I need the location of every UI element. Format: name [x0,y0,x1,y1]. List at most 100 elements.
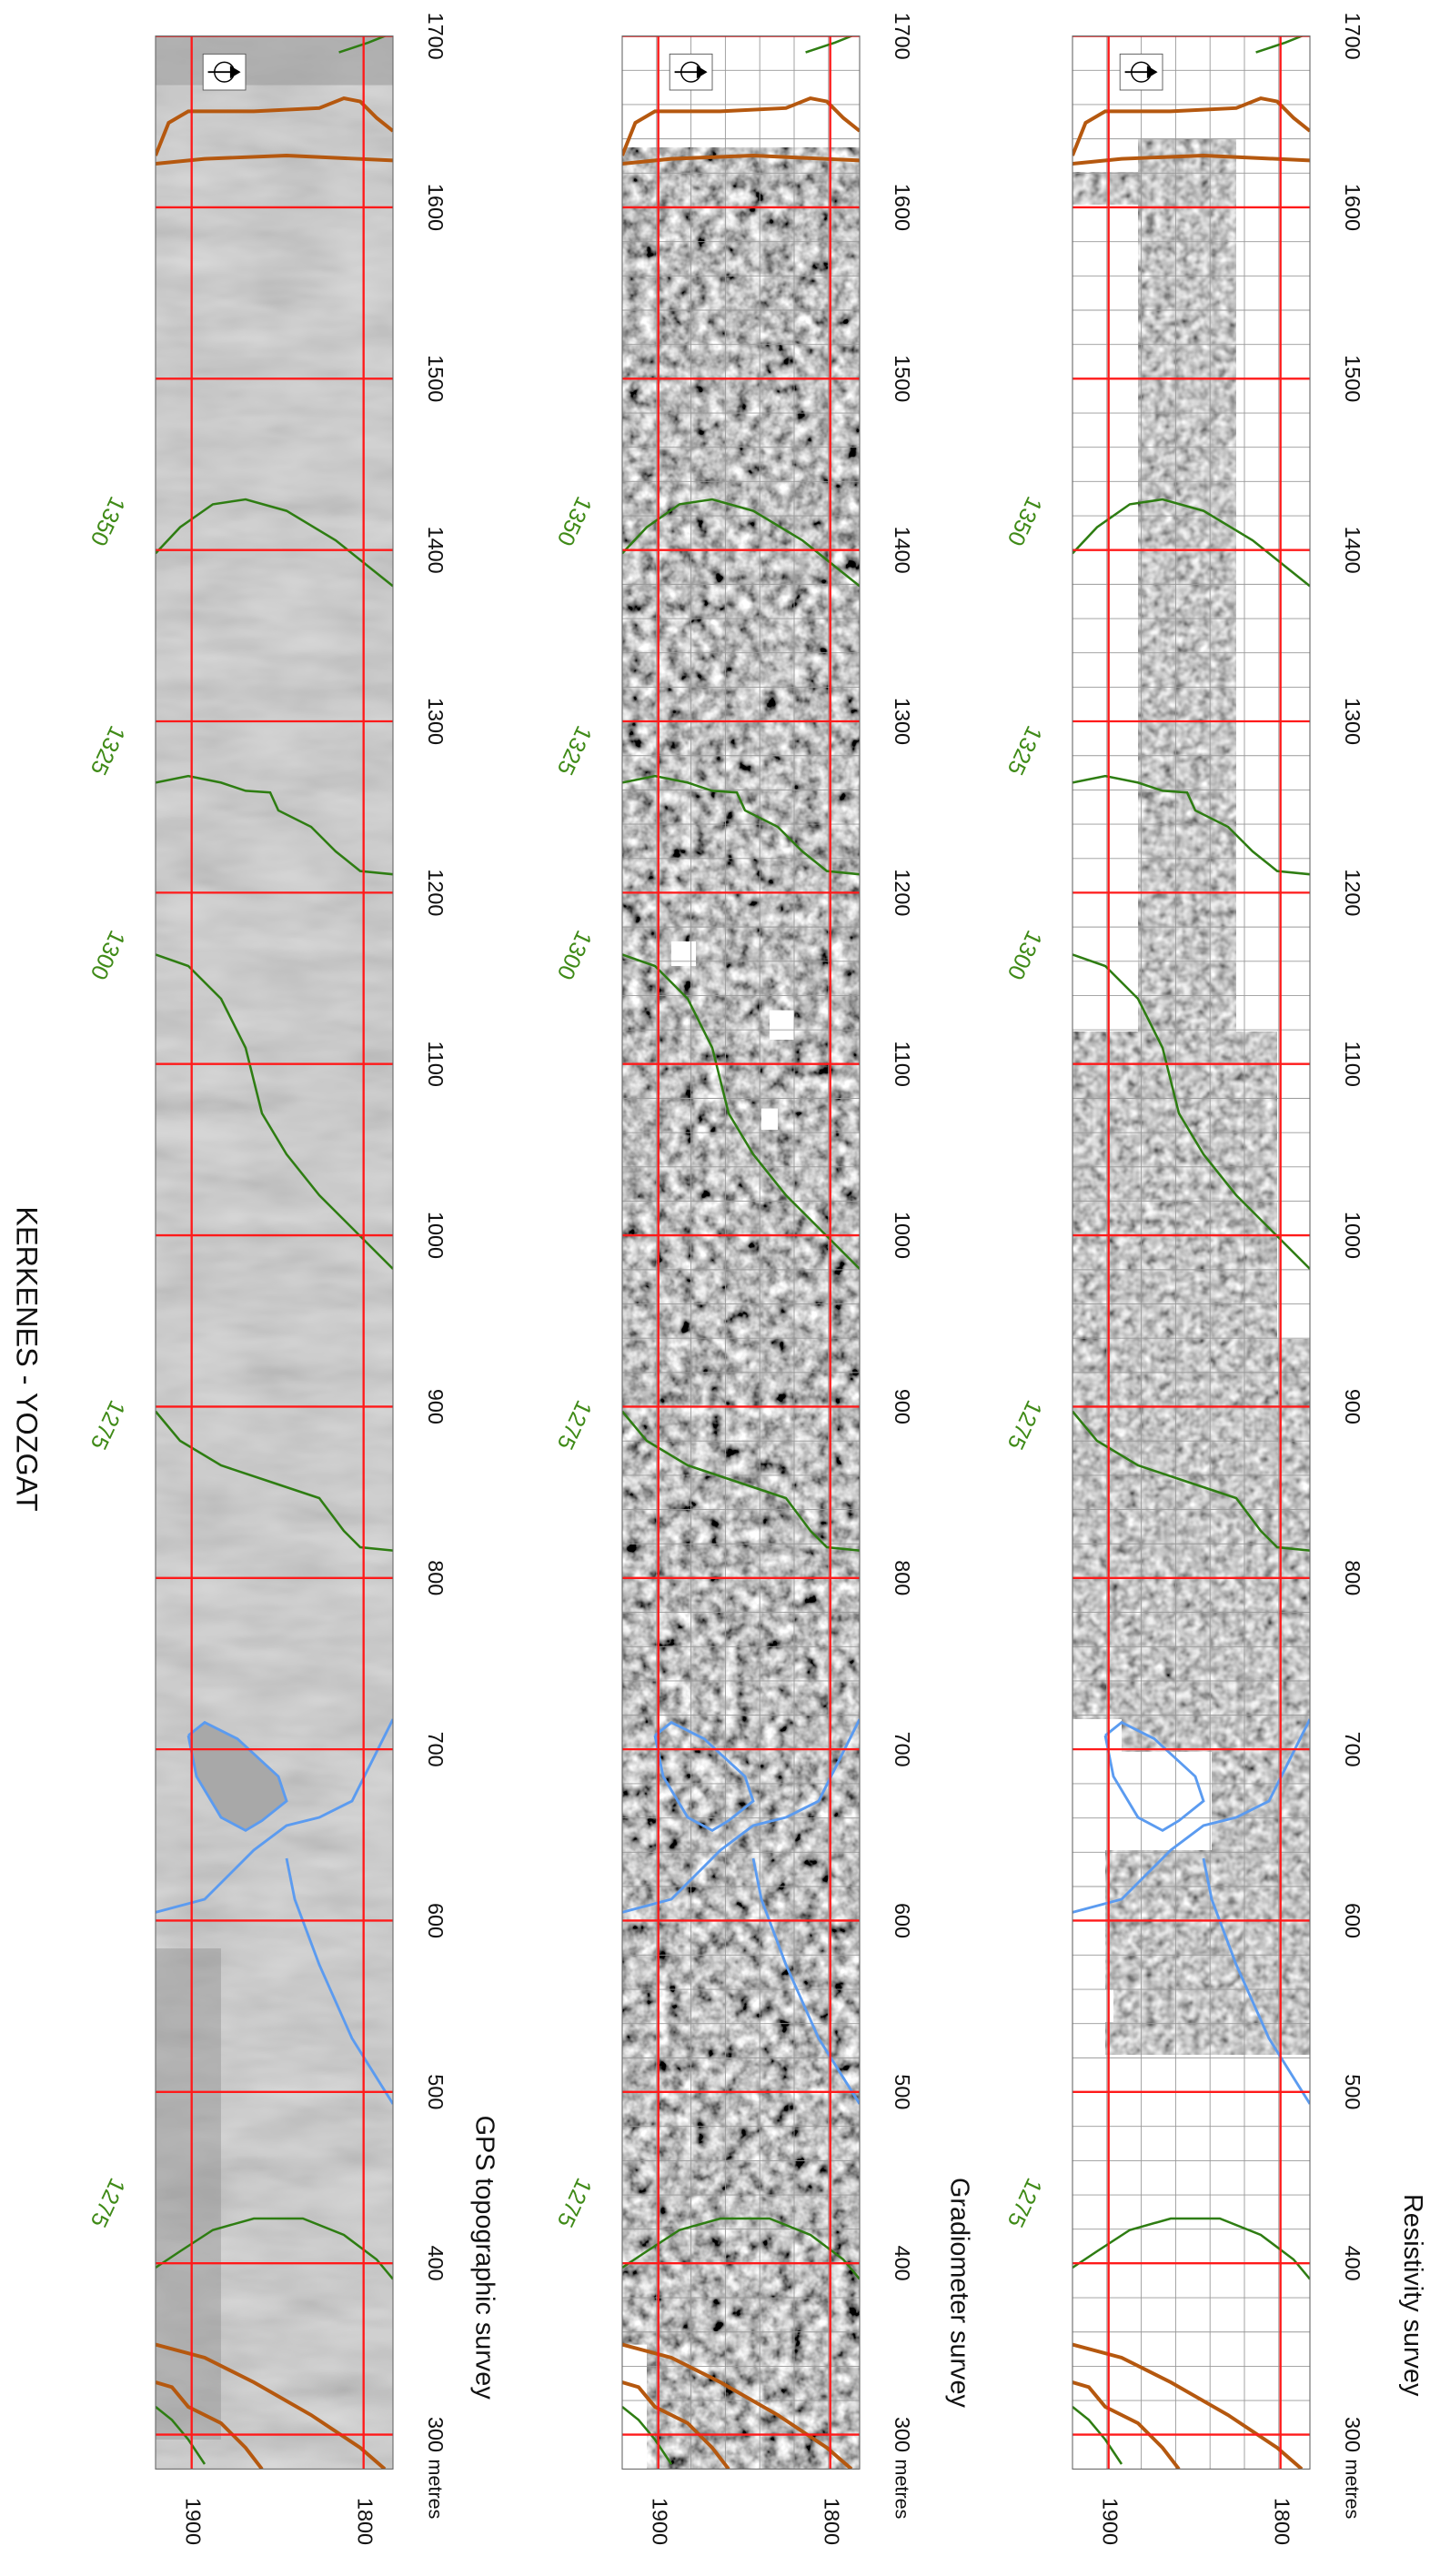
resistivity-data [1138,139,1236,1031]
northing-tick-label: 1800 [821,2498,844,2545]
wall-line [155,154,393,166]
data-gap [671,941,696,966]
easting-tick-label: 1200 [424,869,448,916]
axis-unit: metres [891,2460,913,2520]
wall-line [1072,154,1310,166]
data-gap [770,1010,794,1040]
contour-label: 1325 [86,722,130,780]
easting-tick-label: 1700 [424,13,448,60]
contour-label: 1275 [1002,1396,1047,1454]
easting-tick-label: 1600 [424,184,448,231]
north-arrow [207,65,241,79]
panel-caption: Gradiometer survey [944,2178,973,2408]
strip-border [1072,35,1311,2470]
water-line [653,1720,755,1833]
easting-tick-label: 600 [424,1903,448,1938]
easting-tick-label: 900 [891,1389,914,1424]
contour-line [155,2217,393,2280]
contour-line [155,774,393,876]
easting-tick-label: 1500 [891,355,914,402]
contour-label: 1300 [1002,927,1047,984]
northing-tick-label: 1900 [182,2498,206,2545]
contour-label: 1275 [86,1396,130,1454]
contour-line [621,498,860,588]
contour-label: 1275 [86,2174,130,2231]
easting-tick-label: 700 [424,1732,448,1767]
easting-tick-label: 900 [1341,1389,1364,1424]
easting-tick-label: 500 [891,2074,914,2109]
water-line [1103,1720,1205,1833]
easting-tick-label: 800 [424,1560,448,1595]
axis-unit: metres [1341,2460,1364,2520]
contour-line [1072,498,1310,588]
easting-tick-label: 1100 [891,1041,914,1087]
contour-line [1072,774,1310,876]
gradiometer-data [622,147,860,2470]
wall-line [621,96,860,156]
northing-tick-label: 1800 [1271,2498,1294,2545]
easting-tick-label: 600 [1341,1903,1364,1938]
easting-tick-label: 1100 [1341,1041,1364,1087]
easting-tick-label: 1400 [891,527,914,574]
easting-tick-label: 1300 [424,698,448,745]
data-gap [1105,1752,1212,1850]
relief-texture [156,35,393,2470]
northing-tick-label: 1900 [649,2498,672,2545]
easting-tick-label: 700 [1341,1732,1364,1767]
resistivity-data [1072,172,1138,205]
north-arrow [1124,65,1158,79]
water-line [621,1718,860,1914]
easting-tick-label: 1000 [891,1212,914,1259]
resistivity-data [1072,1031,1277,1340]
easting-tick-label: 1700 [1341,13,1364,60]
water-line [285,1857,393,2105]
contour-line [621,953,860,1270]
water-line [186,1720,288,1833]
wall-line [1072,2380,1181,2470]
contour-label: 1325 [552,722,597,780]
easting-tick-label: 300 [891,2417,914,2452]
easting-tick-label: 900 [424,1389,448,1424]
data-gap [1072,1957,1105,1989]
easting-tick-label: 1500 [1341,355,1364,402]
easting-tick-label: 1200 [891,869,914,916]
contour-line [621,2217,860,2280]
easting-tick-label: 400 [891,2246,914,2281]
contour-line [338,35,388,54]
contour-line [155,953,393,1270]
wall-line [621,2380,730,2470]
easting-tick-label: 400 [424,2246,448,2281]
contour-line [621,774,860,876]
easting-tick-label: 300 [1341,2417,1364,2452]
contour-line [1072,953,1310,1270]
contour-line [1255,35,1305,54]
easting-tick-label: 800 [891,1560,914,1595]
wall-line [621,154,860,166]
relief-dark-band [156,35,393,86]
contour-label: 1300 [552,927,597,984]
northing-tick-label: 1800 [354,2498,378,2545]
easting-tick-label: 1100 [424,1041,448,1087]
strip-border [621,35,861,2470]
survey-panel [1072,35,1310,2470]
wall-line [155,2380,264,2470]
contour-label: 1300 [86,927,130,984]
wall-line [155,96,393,156]
data-gap [761,1108,778,1130]
easting-tick-label: 500 [1341,2074,1364,2109]
survey-panel [621,35,860,2470]
water-line [1072,1718,1310,1914]
easting-tick-label: 1600 [1341,184,1364,231]
easting-tick-label: 1400 [424,527,448,574]
contour-label: 1350 [552,493,597,550]
easting-tick-label: 1300 [1341,698,1364,745]
wall-line [1072,96,1310,156]
easting-tick-label: 1400 [1341,527,1364,574]
easting-tick-label: 1600 [891,184,914,231]
easting-tick-label: 800 [1341,1560,1364,1595]
contour-line [805,35,855,54]
contour-label: 1275 [552,1396,597,1454]
easting-tick-label: 700 [891,1732,914,1767]
water-line [751,1857,860,2105]
easting-tick-label: 1000 [1341,1212,1364,1259]
